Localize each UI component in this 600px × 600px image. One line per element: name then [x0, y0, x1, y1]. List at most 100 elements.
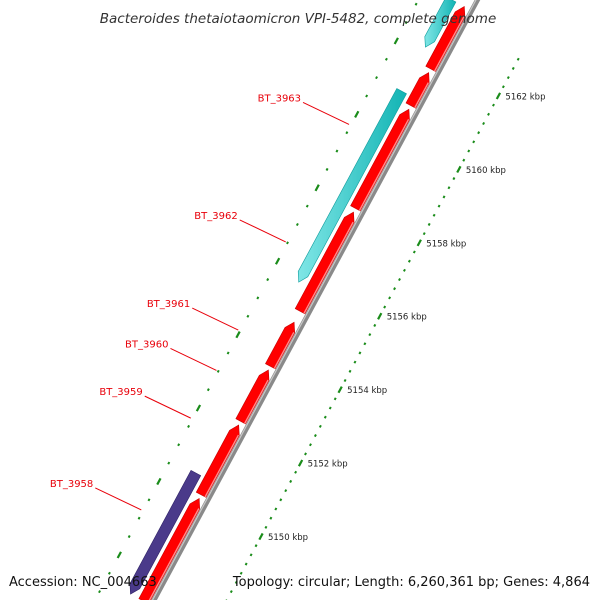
- minor-tick: [249, 553, 253, 557]
- minor-tick: [309, 443, 312, 447]
- minor-tick: [442, 195, 446, 199]
- gene-labels: BT_3958 BT_3959 BT_3960 BT_3961 BT_3962 BT_39…: [50, 93, 350, 511]
- inner-minor-tick: [305, 204, 309, 208]
- forward-gene-shine: [273, 331, 295, 369]
- minor-tick: [492, 103, 495, 107]
- minor-tick: [487, 112, 490, 116]
- gene-label-leader: [192, 307, 239, 331]
- backbone-highlight: [151, 0, 477, 600]
- inner-minor-tick: [246, 314, 250, 318]
- forward-gene-arrow: [235, 369, 270, 425]
- gene-label-leader: [239, 219, 286, 243]
- minor-tick: [452, 177, 456, 181]
- minor-tick: [368, 333, 372, 337]
- inner-minor-tick: [375, 76, 378, 80]
- forward-strand-genes: [138, 5, 466, 600]
- inner-minor-tick: [137, 516, 141, 520]
- major-tick: [416, 239, 422, 247]
- forward-gene-shine: [148, 508, 200, 600]
- minor-tick: [437, 204, 441, 208]
- major-tick: [297, 459, 304, 467]
- inner-minor-tick: [177, 443, 181, 447]
- forward-gene-shine: [244, 379, 269, 424]
- minor-tick: [511, 66, 515, 70]
- forward-gene-shine: [414, 82, 429, 109]
- forward-gene-shine: [433, 16, 465, 72]
- inner-minor-tick: [206, 388, 210, 392]
- inner-minor-tick: [325, 167, 329, 171]
- minor-tick: [304, 452, 307, 456]
- gene-label-leader: [170, 347, 217, 371]
- map-title: Bacteroides thetaiotaomicron VPI-5482, c…: [100, 11, 497, 27]
- gene-label[interactable]: BT_3963: [258, 93, 301, 104]
- minor-tick: [229, 590, 233, 594]
- minor-tick: [274, 507, 278, 511]
- inner-major-tick: [235, 331, 241, 339]
- minor-tick: [516, 57, 520, 61]
- inner-minor-tick: [107, 571, 111, 575]
- inner-minor-tick: [226, 351, 230, 355]
- forward-gene-arrow: [425, 5, 466, 72]
- inner-major-tick: [156, 477, 162, 486]
- inner-minor-tick: [286, 241, 289, 245]
- reverse-gene-arrow: [297, 88, 407, 283]
- tick-label: 5154 kbp: [347, 386, 387, 396]
- inner-minor-tick: [98, 590, 101, 594]
- minor-tick: [477, 131, 481, 135]
- forward-gene-arrow: [265, 321, 296, 370]
- minor-tick: [472, 140, 476, 144]
- minor-tick: [407, 259, 411, 263]
- tick-label: 5162 kbp: [505, 92, 545, 102]
- gene-label[interactable]: BT_3959: [99, 387, 142, 398]
- inner-minor-tick: [187, 424, 191, 428]
- minor-tick: [333, 397, 337, 401]
- gene-label[interactable]: BT_3960: [125, 339, 168, 350]
- major-tick: [258, 532, 264, 541]
- gene-label[interactable]: BT_3962: [194, 211, 237, 222]
- inner-minor-tick: [147, 498, 151, 502]
- minor-tick: [323, 415, 327, 419]
- minor-tick: [427, 222, 431, 226]
- inner-minor-tick: [345, 131, 349, 135]
- minor-tick: [388, 296, 392, 300]
- minor-tick: [432, 213, 436, 217]
- minor-tick: [402, 268, 406, 272]
- minor-tick: [348, 369, 352, 373]
- minor-tick: [447, 186, 451, 190]
- minor-tick: [279, 498, 283, 502]
- inner-major-tick: [116, 551, 122, 559]
- minor-tick: [482, 121, 486, 126]
- forward-gene-shine: [358, 119, 410, 211]
- minor-tick: [506, 76, 510, 80]
- minor-tick: [313, 434, 317, 438]
- minor-tick: [328, 406, 332, 410]
- minor-tick: [318, 424, 322, 428]
- minor-tick: [284, 489, 288, 493]
- minor-tick: [289, 479, 293, 483]
- reverse-gene-arrow: [424, 0, 457, 48]
- inner-minor-tick: [384, 57, 388, 61]
- inner-major-tick: [393, 37, 399, 45]
- minor-tick: [254, 544, 258, 548]
- inner-major-tick: [195, 404, 202, 412]
- minor-tick: [501, 85, 505, 89]
- inner-minor-tick: [335, 149, 339, 153]
- major-tick: [377, 312, 383, 320]
- minor-tick: [343, 378, 347, 383]
- inner-minor-tick: [256, 296, 260, 300]
- inner-minor-tick: [404, 21, 408, 25]
- gene-label[interactable]: BT_3961: [147, 299, 190, 310]
- backbone-line: [151, 0, 481, 600]
- major-tick: [495, 92, 502, 100]
- inner-minor-tick: [167, 461, 171, 465]
- gene-label-leader: [144, 395, 191, 419]
- inner-minor-tick: [365, 94, 369, 98]
- minor-tick: [244, 562, 248, 566]
- forward-gene-shine: [204, 434, 240, 498]
- minor-tick: [363, 342, 367, 346]
- minor-tick: [358, 351, 362, 355]
- minor-tick: [294, 470, 298, 474]
- tick-label: 5158 kbp: [426, 239, 466, 249]
- gene-label[interactable]: BT_3958: [50, 479, 93, 490]
